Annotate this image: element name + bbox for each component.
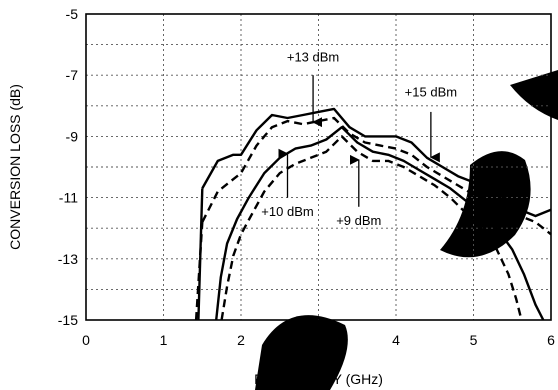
x-axis-title: FREQUENCY (GHz) [254,371,383,387]
y-tick-label: -9 [66,128,79,144]
series-line-4 [220,135,523,321]
y-axis-title: CONVERSION LOSS (dB) [7,84,23,250]
annotation-label: +15 dBm [405,85,457,100]
x-tick-label: 6 [547,332,555,348]
series-line-6 [194,222,204,321]
x-tick-label: 4 [392,332,400,348]
y-tick-label: -7 [66,67,79,83]
series-line-1 [201,107,552,218]
y-tick-label: -15 [58,312,78,328]
annotation-label: +10 dBm [261,204,313,219]
x-tick-label: 1 [160,332,168,348]
x-tick-label: 0 [82,332,90,348]
annotations: +13 dBm +15 dBm +10 dBm +9 dBm [261,49,457,228]
series-line-3 [215,125,545,321]
x-tick-label: 3 [315,332,323,348]
x-tick-label: 2 [237,332,245,348]
grid [86,14,551,320]
plot-frame [85,13,552,321]
tick-labels: 0 1 2 3 4 5 6 -5 -7 -9 -11 -13 -15 [58,6,555,348]
y-tick-label: -13 [58,251,78,267]
y-tick-label: -11 [59,190,78,206]
annotation-label: +9 dBm [336,213,381,228]
x-tick-label: 5 [470,332,478,348]
series-line-2 [201,116,552,236]
annotation-label: +13 dBm [287,49,339,64]
y-tick-label: -5 [66,6,79,22]
series-layer [194,107,552,321]
watermark [255,70,558,390]
